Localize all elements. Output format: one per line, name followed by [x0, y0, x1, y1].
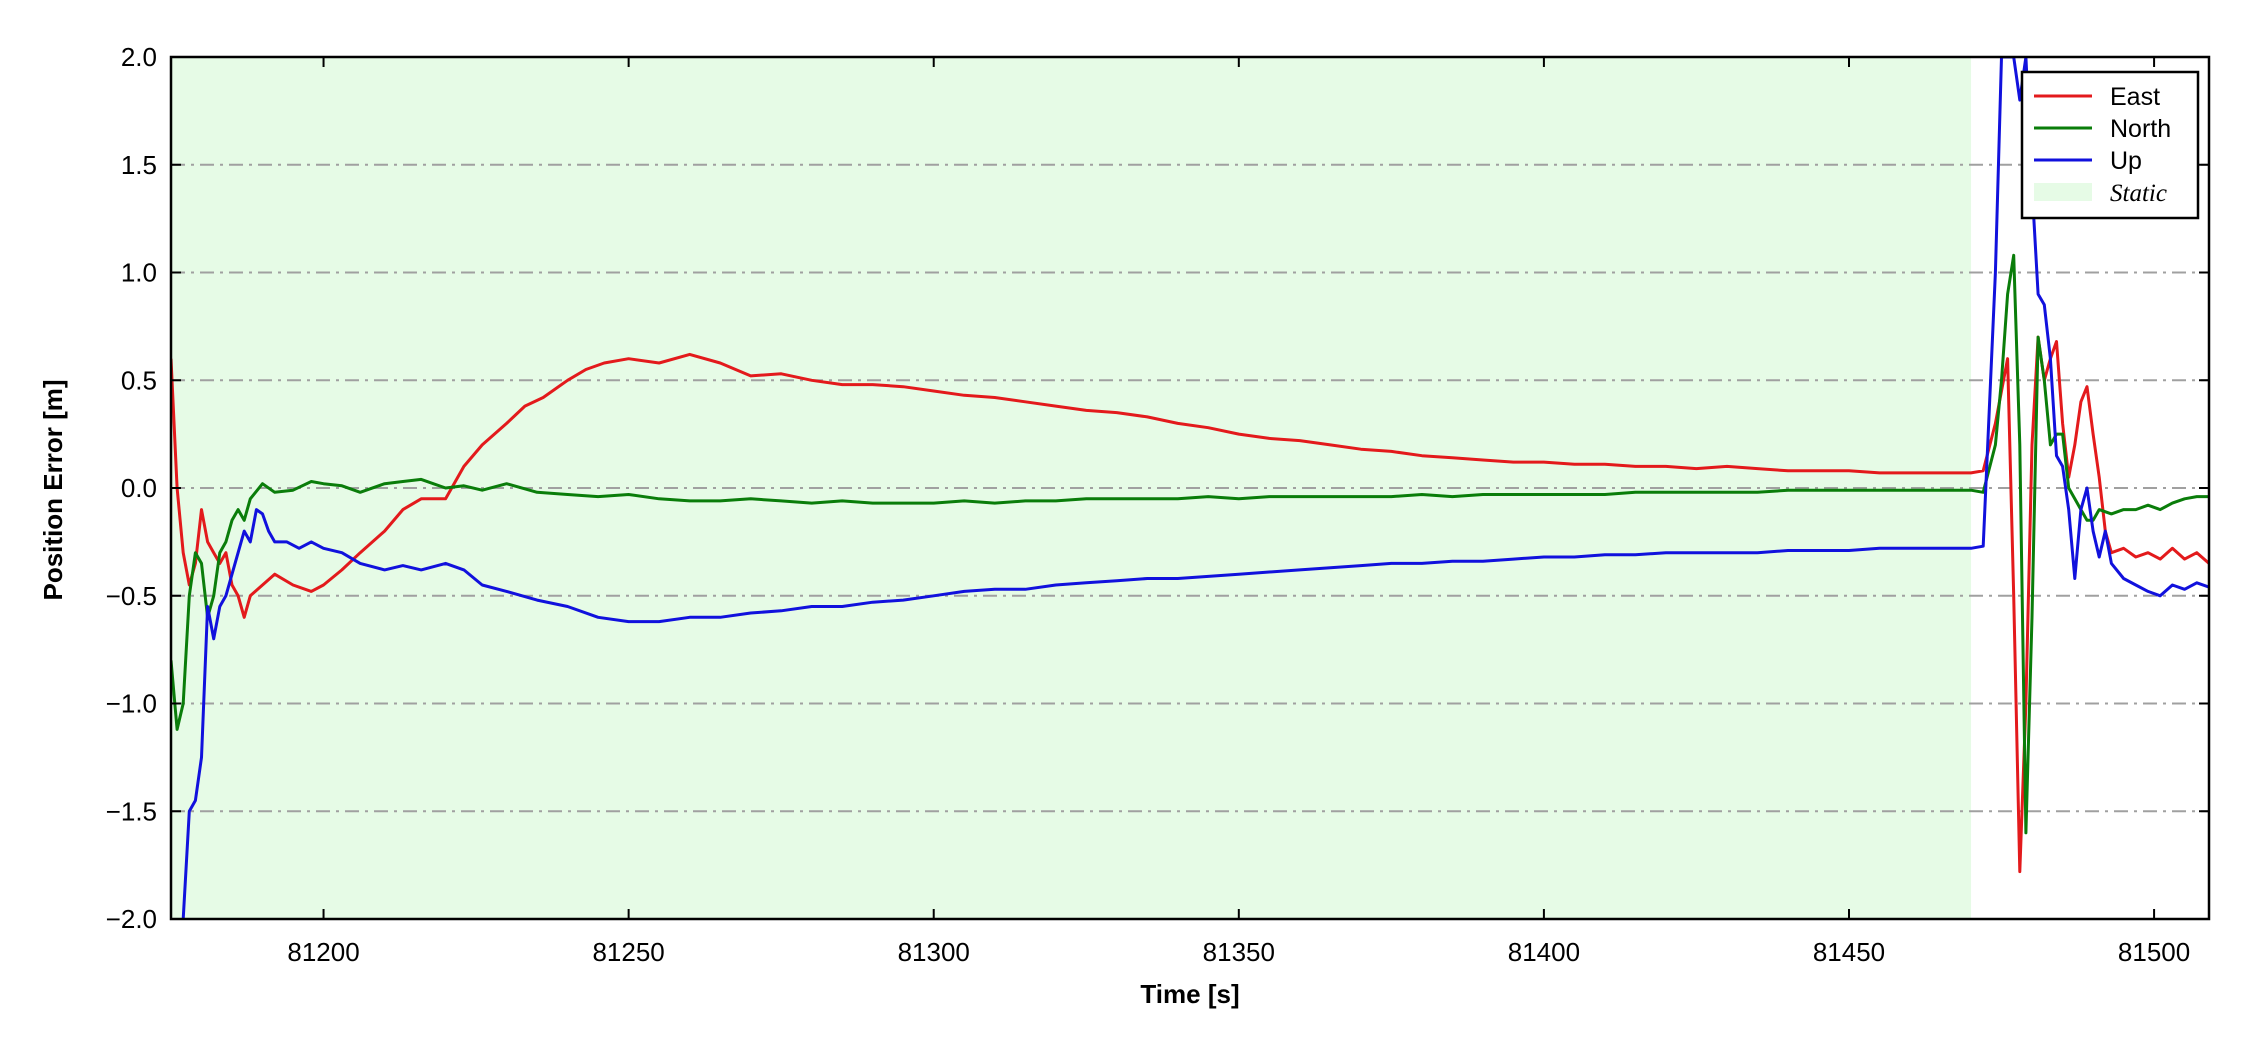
x-tick-label: 81350: [1203, 937, 1275, 967]
legend-label-north: North: [2110, 115, 2171, 143]
grid-layer: [171, 163, 2209, 813]
legend-swatch-static: [2034, 183, 2092, 201]
y-tick-label: −1.5: [106, 796, 157, 826]
x-axis-label: Time [s]: [1140, 979, 1239, 1009]
y-tick-label: 2.0: [121, 42, 157, 72]
y-tick-label: −1.0: [106, 689, 157, 719]
y-tick-label: 0.5: [121, 365, 157, 395]
y-tick-label: 1.5: [121, 150, 157, 180]
legend-label-east: East: [2110, 83, 2160, 111]
series-line-east: [171, 335, 2209, 874]
y-tick-label: 0.0: [121, 473, 157, 503]
x-tick-label: 81500: [2118, 937, 2190, 967]
legend-label-up: Up: [2110, 147, 2142, 175]
x-tick-label: 81200: [287, 937, 359, 967]
series-layer: [171, 57, 2209, 919]
series-line-north: [171, 253, 2209, 835]
x-tick-label: 81400: [1508, 937, 1580, 967]
y-axis-label: Position Error [m]: [38, 379, 68, 600]
legend-label-static: Static: [2110, 180, 2167, 207]
y-tick-label: 1.0: [121, 258, 157, 288]
x-tick-label: 81450: [1813, 937, 1885, 967]
series-line-up: [181, 57, 2209, 919]
ticks-layer: 81200 81250 81300 81350 81400 81450 81500 −2.0 −…: [106, 42, 2209, 967]
axis-labels-layer: Time [s] Position Error [m]: [38, 379, 1240, 1009]
legend: East North Up Static: [2020, 70, 2200, 220]
y-tick-label: −2.0: [106, 904, 157, 934]
x-tick-label: 81300: [898, 937, 970, 967]
x-tick-label: 81250: [592, 937, 664, 967]
y-tick-label: −0.5: [106, 581, 157, 611]
